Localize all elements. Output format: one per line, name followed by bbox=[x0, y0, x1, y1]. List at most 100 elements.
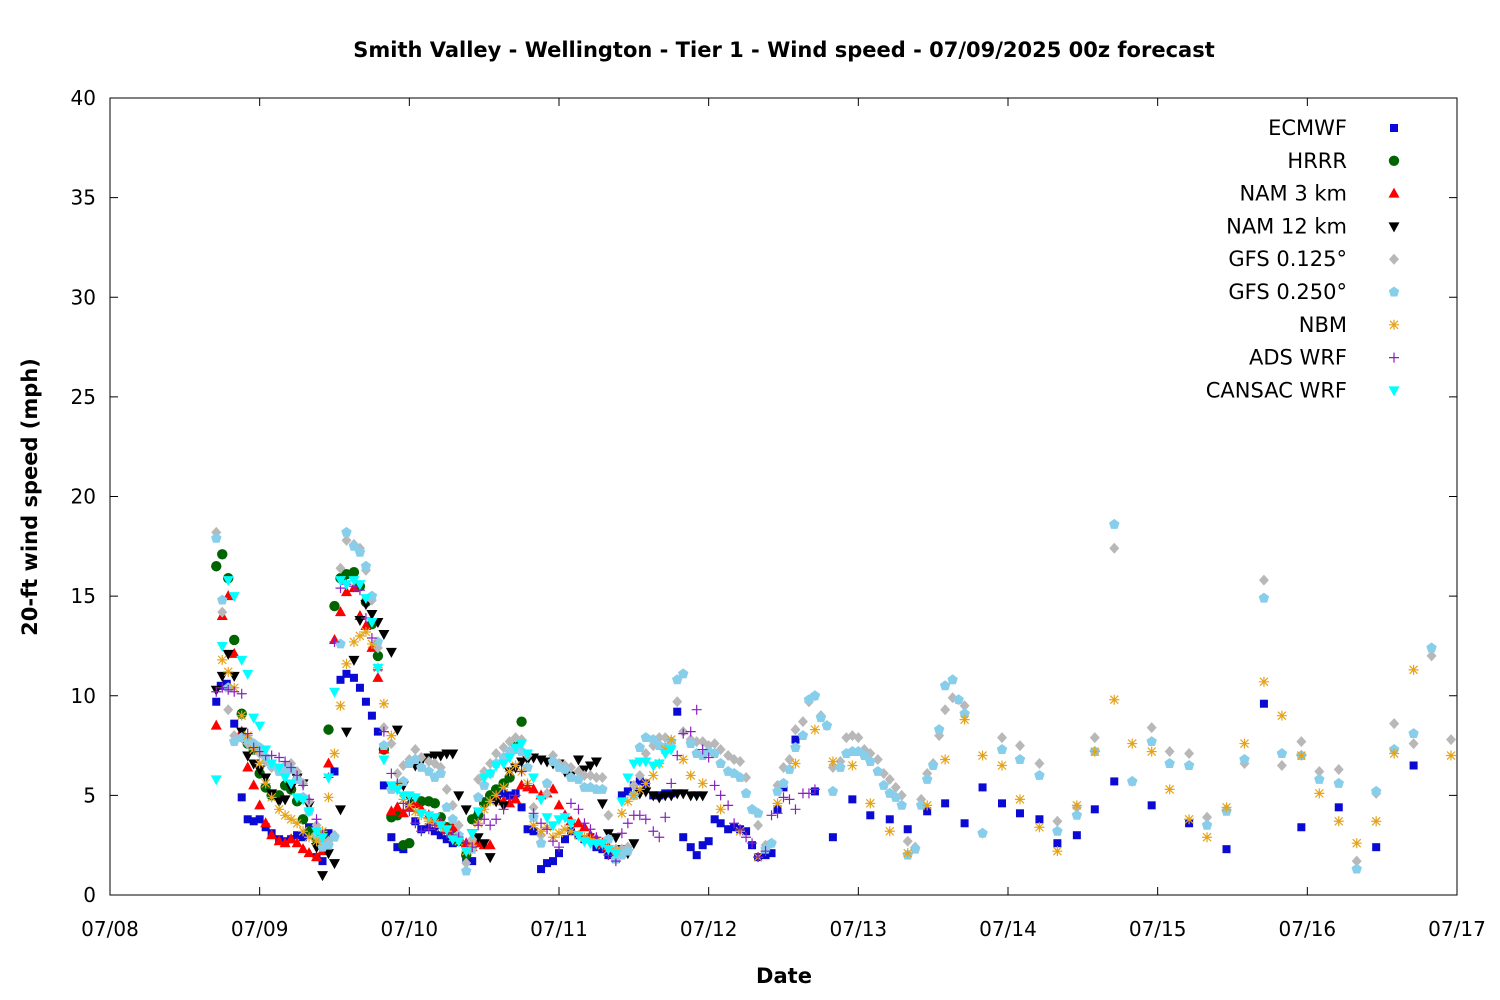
data-point bbox=[677, 668, 689, 679]
data-point bbox=[716, 819, 725, 828]
data-point bbox=[597, 771, 608, 783]
data-point bbox=[766, 810, 777, 821]
data-point bbox=[1296, 750, 1307, 761]
data-point bbox=[596, 799, 608, 810]
data-point bbox=[1389, 748, 1400, 759]
legend-marker bbox=[1390, 124, 1398, 132]
data-point bbox=[1258, 574, 1269, 586]
data-point bbox=[1296, 736, 1307, 748]
series-layer bbox=[210, 518, 1457, 882]
data-point bbox=[323, 757, 335, 768]
data-point bbox=[978, 783, 987, 792]
data-point bbox=[535, 837, 547, 848]
data-point bbox=[522, 780, 533, 791]
data-point bbox=[872, 765, 884, 776]
data-point bbox=[323, 773, 335, 784]
data-point bbox=[297, 843, 309, 854]
data-point bbox=[666, 778, 677, 789]
data-point bbox=[1202, 832, 1213, 843]
data-point bbox=[537, 865, 546, 874]
data-point bbox=[341, 658, 352, 669]
data-point bbox=[249, 817, 258, 826]
data-point bbox=[248, 759, 260, 770]
data-point bbox=[242, 728, 253, 739]
data-point bbox=[217, 682, 228, 693]
data-point bbox=[348, 540, 360, 551]
x-tick-label: 07/12 bbox=[680, 917, 738, 941]
data-point bbox=[298, 826, 309, 837]
data-point bbox=[685, 738, 696, 749]
data-point bbox=[692, 851, 701, 860]
data-point bbox=[516, 739, 528, 750]
data-point bbox=[1426, 642, 1437, 653]
data-point bbox=[628, 759, 640, 770]
data-point bbox=[329, 831, 340, 842]
data-point bbox=[921, 773, 933, 784]
data-point bbox=[1276, 748, 1288, 758]
y-tick-label: 15 bbox=[71, 584, 96, 608]
data-point bbox=[348, 567, 360, 578]
data-point bbox=[479, 814, 490, 825]
data-point bbox=[1259, 699, 1268, 708]
data-point bbox=[559, 813, 571, 824]
data-point bbox=[1408, 728, 1419, 739]
data-point bbox=[1015, 809, 1024, 818]
data-point bbox=[510, 760, 521, 771]
data-point bbox=[1351, 863, 1362, 874]
data-point bbox=[1184, 814, 1195, 825]
data-point bbox=[579, 818, 590, 829]
data-point bbox=[672, 750, 683, 761]
data-point bbox=[602, 845, 614, 856]
y-tick-label: 5 bbox=[83, 783, 96, 807]
data-point bbox=[536, 818, 547, 829]
data-point bbox=[1014, 754, 1026, 764]
data-point bbox=[1239, 738, 1250, 749]
data-point bbox=[1109, 694, 1120, 705]
data-point bbox=[385, 781, 397, 792]
data-point bbox=[528, 783, 540, 794]
data-point bbox=[1146, 736, 1157, 747]
data-point bbox=[378, 755, 390, 766]
data-point bbox=[372, 663, 384, 674]
data-point bbox=[1164, 746, 1175, 758]
data-point bbox=[242, 761, 254, 772]
data-point bbox=[549, 857, 558, 866]
data-point bbox=[423, 824, 434, 835]
y-tick-label: 30 bbox=[71, 285, 96, 309]
data-point bbox=[634, 742, 646, 752]
data-point bbox=[211, 686, 222, 697]
data-point bbox=[1109, 518, 1120, 529]
data-point bbox=[460, 847, 472, 858]
data-point bbox=[318, 857, 327, 866]
data-point bbox=[279, 837, 291, 848]
data-point bbox=[640, 732, 652, 743]
data-point bbox=[923, 807, 932, 816]
data-point bbox=[710, 815, 719, 824]
data-point bbox=[228, 736, 240, 747]
data-point bbox=[996, 744, 1008, 754]
data-point bbox=[878, 779, 890, 790]
data-point bbox=[216, 641, 228, 652]
data-point bbox=[260, 817, 272, 828]
data-point bbox=[827, 756, 838, 767]
data-point bbox=[286, 762, 297, 773]
data-point bbox=[1089, 732, 1100, 744]
data-point bbox=[790, 742, 801, 752]
data-point bbox=[1052, 825, 1063, 836]
data-point bbox=[297, 795, 309, 806]
data-point bbox=[329, 636, 340, 647]
data-point bbox=[672, 696, 683, 708]
data-point bbox=[884, 826, 895, 837]
data-point bbox=[280, 810, 291, 821]
data-point bbox=[941, 799, 950, 808]
data-point bbox=[423, 765, 435, 776]
data-point bbox=[504, 753, 516, 764]
data-point bbox=[927, 759, 939, 770]
data-point bbox=[435, 751, 447, 762]
data-point bbox=[1183, 759, 1195, 770]
legend: ECMWF HRRR NAM 3 km NAM 12 km GFS 0.125° GFS … bbox=[1206, 116, 1400, 402]
data-point bbox=[1164, 758, 1175, 768]
data-point bbox=[741, 832, 752, 843]
data-point bbox=[528, 808, 539, 819]
data-point bbox=[441, 801, 452, 812]
